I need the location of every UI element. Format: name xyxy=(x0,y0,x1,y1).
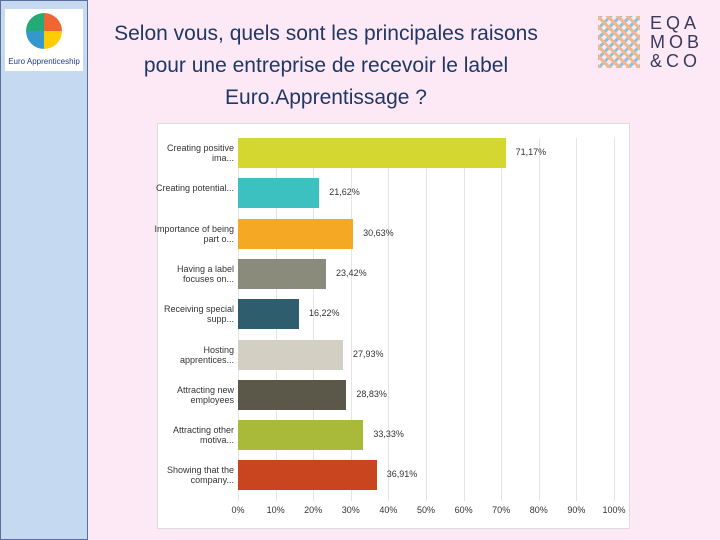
grid-line xyxy=(350,138,352,501)
x-tick-label: 50% xyxy=(416,505,436,515)
grid-line xyxy=(388,138,390,501)
logo-text: &CO xyxy=(650,51,702,71)
x-tick-label: 100% xyxy=(602,505,626,515)
category-label: Hosting apprentices... xyxy=(179,344,234,365)
category-label: Creating positive ima... xyxy=(166,143,234,163)
logo: EQA MOB &CO xyxy=(650,14,710,71)
grid-line xyxy=(538,138,540,501)
x-tick-label: 70% xyxy=(492,505,511,515)
logo-text: Euro Apprenticeship xyxy=(8,57,80,66)
category-label: Creating potential... xyxy=(155,183,234,194)
bar xyxy=(238,379,347,410)
category-label: Attracting new employees xyxy=(176,384,234,405)
x-tick-label: 10% xyxy=(266,505,285,515)
grid-line xyxy=(576,138,578,501)
value-label: 33,33% xyxy=(373,429,404,440)
value-label: 71,17% xyxy=(515,147,547,157)
grid-line xyxy=(313,138,315,501)
value-label: 16,22% xyxy=(308,308,340,319)
bar xyxy=(238,178,320,209)
value-label: 21,62% xyxy=(329,187,360,198)
grid-line xyxy=(426,138,427,501)
category-label: Attracting other motiva... xyxy=(172,425,234,446)
x-tick-label: 0% xyxy=(231,505,245,515)
value-label: 28,83% xyxy=(356,388,387,399)
grid-line xyxy=(463,138,465,501)
bar xyxy=(238,299,299,330)
chart: 0% 10% 20% 30% 40% 50% 60% 70% 80% 90% 100% 71,17% C… xyxy=(154,123,630,529)
logo-pattern xyxy=(598,16,640,68)
x-tick-label: 60% xyxy=(454,505,473,515)
x-tick-label: 80% xyxy=(529,505,548,515)
x-tick-label: 40% xyxy=(379,505,398,515)
sidebar: Euro Apprenticeship xyxy=(0,0,88,540)
bar xyxy=(238,138,506,168)
bar xyxy=(238,460,377,491)
bar xyxy=(238,420,364,451)
logo-text: MOB xyxy=(650,32,704,52)
value-label: 36,91% xyxy=(386,469,418,480)
grid-line xyxy=(501,138,503,501)
x-tick-label: 20% xyxy=(304,505,323,515)
bar xyxy=(238,258,327,289)
x-tick-label: 30% xyxy=(341,505,360,515)
x-tick-label: 90% xyxy=(567,505,586,515)
category-label: Receiving special supp... xyxy=(163,304,234,325)
bar xyxy=(238,339,344,370)
title: Selon vous, quels sont les principales r… xyxy=(114,22,538,109)
value-label: 30,63% xyxy=(363,227,394,238)
category-label: Importance of being part o... xyxy=(154,223,234,244)
value-label: 27,93% xyxy=(353,348,384,359)
category-label: Showing that the company... xyxy=(166,465,234,486)
category-label: Having a label focuses on... xyxy=(176,263,234,284)
grid-line xyxy=(614,138,615,501)
bar xyxy=(238,218,354,249)
logo: Euro Apprenticeship xyxy=(5,9,83,71)
logo-text: EQA xyxy=(650,13,701,33)
value-label: 23,42% xyxy=(336,267,367,278)
